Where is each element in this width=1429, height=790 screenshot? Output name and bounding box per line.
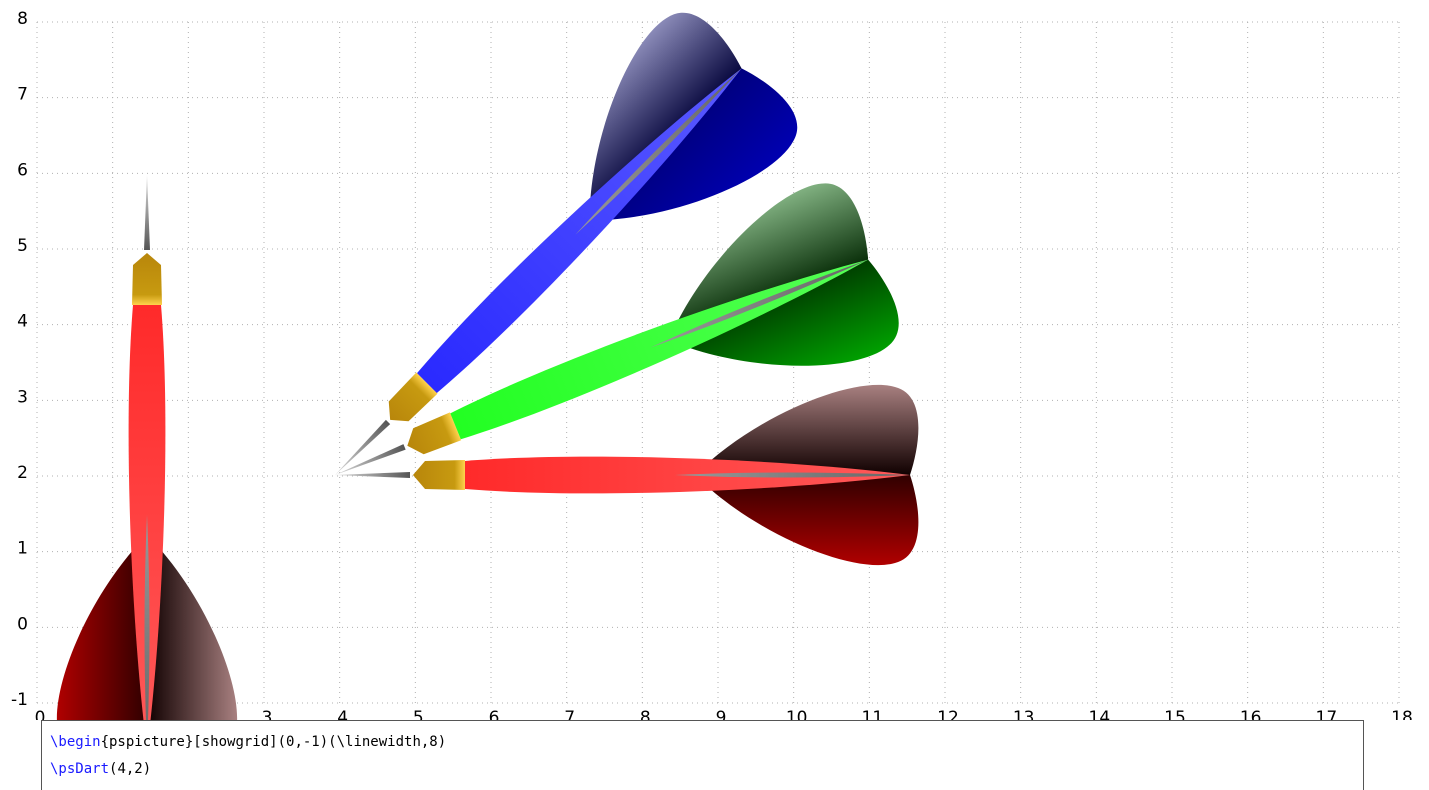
shaft: [450, 259, 869, 440]
flight: [56, 535, 147, 720]
x-tick-label: 3: [262, 708, 273, 720]
darts: [56, 12, 919, 720]
flight: [147, 535, 238, 720]
x-tick-label: 0: [35, 708, 46, 720]
x-tick-label: 14: [1089, 708, 1111, 720]
code-listing: \begin{pspicture}[showgrid](0,-1)(\linew…: [41, 720, 1364, 790]
code-line: \begin{pspicture}[showgrid](0,-1)(\linew…: [50, 729, 1363, 756]
y-tick-label: 0: [17, 614, 28, 634]
x-tick-label: 5: [413, 708, 424, 720]
flight: [668, 183, 869, 341]
y-tick-label: 2: [17, 463, 28, 483]
code-line: \psDart(4,2): [50, 756, 1363, 783]
stripe: [675, 472, 910, 478]
y-tick-label: 3: [17, 387, 28, 407]
dart: [335, 183, 899, 475]
y-tick-label: 7: [17, 85, 28, 105]
y-tick-label: 5: [17, 236, 28, 256]
dart: [335, 384, 919, 566]
x-tick-label: 16: [1240, 708, 1262, 720]
y-tick-label: 8: [17, 9, 28, 29]
x-tick-label: 17: [1316, 708, 1338, 720]
x-tick-label: 15: [1164, 708, 1186, 720]
x-tick-label: 18: [1391, 708, 1413, 720]
x-tick-label: 9: [716, 708, 727, 720]
x-tick-label: 6: [489, 708, 500, 720]
stripe: [650, 259, 869, 348]
code-keyword: \psDart: [50, 761, 110, 777]
dart: [56, 175, 238, 720]
x-tick-label: 7: [564, 708, 575, 720]
code-text: (4,2): [109, 761, 152, 777]
x-tick-label: 4: [337, 708, 348, 720]
barrel: [388, 372, 438, 422]
flight: [668, 259, 899, 366]
y-tick-label: 6: [17, 160, 28, 180]
flight: [695, 384, 919, 475]
y-tick-label: 1: [17, 539, 28, 559]
stripe: [575, 68, 742, 235]
x-tick-label: 10: [786, 708, 808, 720]
x-tick-label: 13: [1013, 708, 1035, 720]
x-tick-label: 12: [937, 708, 959, 720]
y-tick-label: 4: [17, 312, 28, 332]
barrel: [132, 253, 162, 305]
flight: [695, 475, 919, 566]
needle: [335, 472, 410, 478]
barrel: [407, 412, 462, 455]
needle: [335, 419, 391, 475]
y-tick-label: -1: [11, 690, 28, 710]
needle: [335, 444, 406, 475]
needle: [144, 175, 150, 250]
barrel: [413, 460, 465, 490]
x-tick-label: 8: [640, 708, 651, 720]
stripe: [144, 515, 150, 720]
dart: [335, 12, 798, 475]
code-keyword: \begin: [50, 734, 101, 750]
x-tick-label: 11: [862, 708, 884, 720]
code-text: {pspicture}[showgrid](0,-1)(\linewidth,8…: [100, 734, 447, 750]
